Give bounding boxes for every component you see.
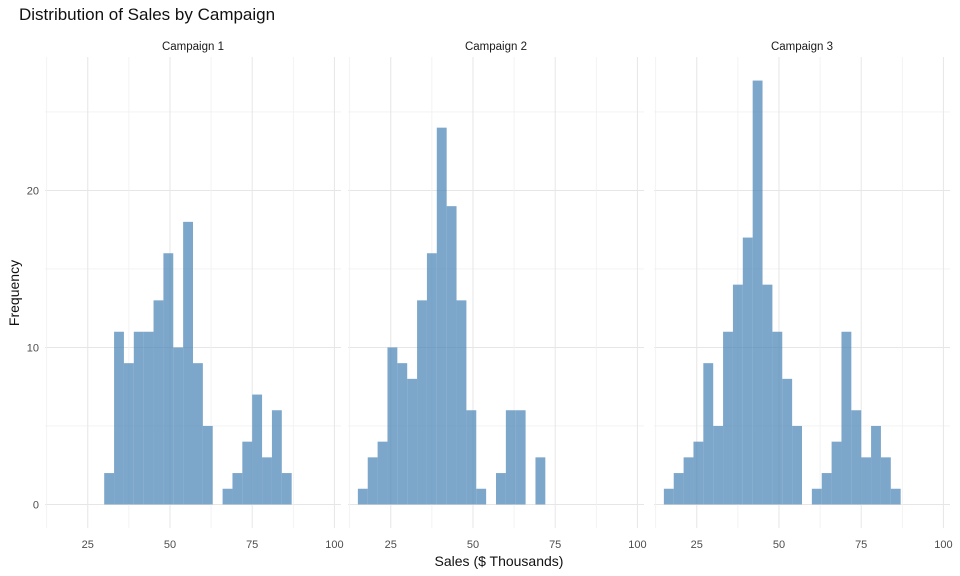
x-tick-label: 50 (773, 539, 785, 551)
histogram-bar (742, 237, 753, 505)
histogram-bar (821, 473, 832, 505)
histogram-bar (871, 425, 881, 505)
histogram-bar (732, 284, 743, 505)
histogram-bar (476, 488, 487, 505)
histogram-bar (703, 363, 714, 505)
histogram-bar (723, 331, 733, 505)
histogram-bar (782, 378, 793, 505)
histogram-bar (163, 253, 174, 505)
histogram-bar (851, 410, 862, 505)
x-tick-label: 50 (467, 539, 479, 551)
histogram-bar (417, 300, 427, 505)
histogram-bar (772, 331, 783, 505)
histogram-bar (841, 331, 852, 505)
histogram-bar (193, 363, 203, 505)
histogram-bar (153, 300, 164, 505)
histogram-bar (114, 331, 124, 505)
x-tick-label: 100 (628, 539, 646, 551)
histogram-bar (505, 410, 516, 505)
histogram-bars (357, 127, 546, 505)
histogram-bar (271, 410, 282, 505)
histogram-bar (367, 457, 378, 505)
histogram-bar (663, 488, 674, 505)
histogram-bar (426, 253, 437, 505)
histogram-bar (397, 363, 408, 505)
histogram-bar (357, 488, 368, 505)
histogram-bar (104, 473, 115, 505)
histogram-bar (466, 410, 477, 505)
histogram-bar (811, 488, 822, 505)
histogram-bar (202, 425, 213, 505)
chart-title: Distribution of Sales by Campaign (19, 5, 276, 24)
x-tick-label: 100 (934, 539, 952, 551)
histogram-bar (861, 457, 872, 505)
y-tick-label: 10 (27, 342, 39, 354)
histogram-bar (222, 488, 233, 505)
histogram-bar (496, 473, 506, 505)
histogram-bar (133, 331, 144, 505)
facet-strip-label: Campaign 1 (162, 41, 224, 53)
x-tick-label: 25 (82, 539, 94, 551)
histogram-bar (762, 284, 773, 505)
histogram-bar (173, 347, 184, 505)
histogram-bar (456, 300, 467, 505)
histogram-bar (281, 473, 292, 505)
histogram-bar (436, 127, 447, 505)
facet-strip-label: Campaign 2 (465, 41, 527, 53)
histogram-bar (693, 441, 704, 505)
histogram-bar (831, 441, 842, 505)
histogram-bar (792, 425, 802, 505)
x-tick-label: 75 (855, 539, 867, 551)
histogram-bar (123, 363, 134, 505)
y-tick-label: 0 (33, 499, 39, 511)
panels-layer: 0 10 20 Campaign 1 25 50 75 100 Campaign 2 25 50 75… (27, 41, 953, 551)
histogram-bar (377, 441, 388, 505)
histogram-bar (890, 488, 901, 505)
histogram-bar (143, 331, 154, 505)
x-tick-label: 75 (246, 539, 258, 551)
histogram-bars (104, 221, 292, 505)
histogram-bar (535, 457, 546, 505)
histogram-bar (713, 425, 724, 505)
facet-strip-label: Campaign 3 (771, 41, 833, 53)
histogram-bars (663, 80, 901, 505)
x-tick-label: 100 (325, 539, 343, 551)
histogram-bar (880, 457, 891, 505)
histogram-bar (183, 221, 193, 505)
histogram-bar (446, 206, 457, 505)
y-axis-title: Frequency (6, 260, 22, 326)
x-tick-label: 50 (164, 539, 176, 551)
x-axis-title: Sales ($ Thousands) (435, 553, 564, 569)
x-tick-label: 75 (549, 539, 561, 551)
histogram-bar (262, 457, 272, 505)
histogram-bar (683, 457, 694, 505)
histogram-bar (387, 347, 398, 505)
x-tick-label: 25 (385, 539, 397, 551)
histogram-bar (242, 441, 253, 505)
histogram-bar (232, 473, 243, 505)
histogram-bar (407, 378, 418, 505)
x-tick-label: 25 (691, 539, 703, 551)
histogram-bar (515, 410, 526, 505)
histogram-bar (252, 394, 263, 505)
histogram-bar (752, 80, 763, 505)
facet-panel-2: Campaign 2 25 50 75 100 (348, 41, 647, 551)
histogram-bar (673, 473, 684, 505)
facet-panel-3: Campaign 3 25 50 75 100 (654, 41, 953, 551)
y-tick-label: 20 (27, 185, 39, 197)
facet-panel-1: Campaign 1 25 50 75 100 (45, 41, 344, 551)
